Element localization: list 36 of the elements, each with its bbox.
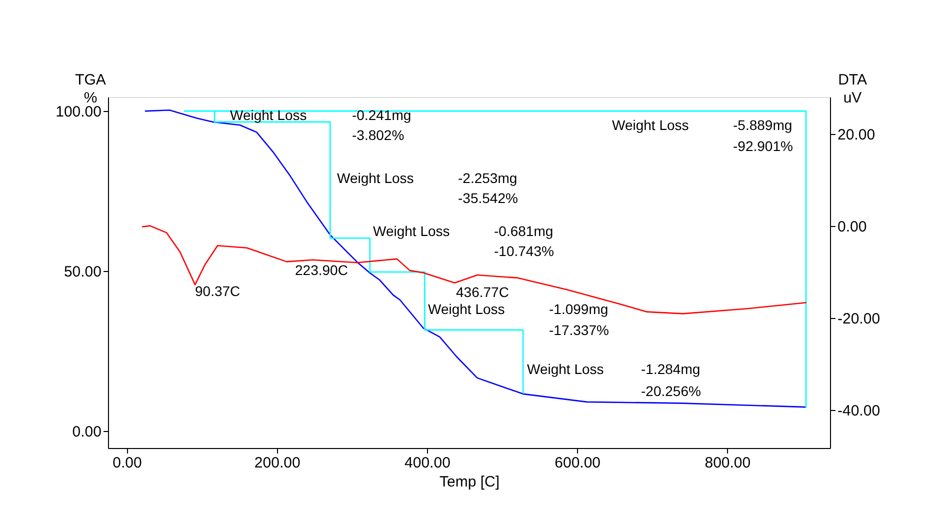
annotation: -2.253mg [458, 170, 518, 186]
y2-tick-label: 20.00 [838, 126, 876, 144]
y2-tick-label: -40.00 [838, 402, 880, 420]
annotation: Weight Loss [373, 223, 450, 239]
y-axis-title: TGA % [75, 72, 106, 106]
annotation: 223.90C [295, 262, 348, 278]
y2-axis-title: DTA uV [838, 72, 867, 106]
x-tick-label: 200.00 [254, 454, 300, 472]
annotation: -0.241mg [352, 107, 412, 123]
annotation: -1.099mg [549, 301, 608, 317]
annotation: -1.284mg [641, 361, 700, 377]
annotation: Weight Loss [527, 361, 604, 377]
x-tick-label: 400.00 [404, 454, 450, 472]
annotation: 436.77C [456, 284, 509, 300]
annotation: -0.681mg [494, 223, 554, 239]
x-tick-label: 800.00 [704, 454, 751, 472]
annotation: Weight Loss [428, 301, 505, 317]
annotation: -92.901% [733, 138, 793, 154]
x-axis-title: Temp [C] [439, 474, 500, 490]
annotation: -3.802% [352, 127, 404, 143]
annotation: Weight Loss [337, 170, 414, 186]
y2-tick-label: 0.00 [838, 218, 867, 236]
annotation: Weight Loss [230, 107, 307, 123]
x-tick-label: 600.00 [554, 454, 601, 472]
x-tick-label: 0.00 [112, 454, 142, 472]
annotation: 90.37C [195, 283, 240, 299]
annotation: -10.743% [494, 243, 554, 259]
y2-tick-label: -20.00 [838, 310, 880, 328]
annotation: -35.542% [458, 190, 518, 206]
annotation: -17.337% [549, 322, 609, 338]
annotation: Weight Loss [612, 117, 689, 133]
y-tick-label: 100.00 [56, 104, 102, 121]
annotation: -5.889mg [733, 117, 792, 133]
annotation: -20.256% [641, 383, 701, 399]
y-tick-label: 50.00 [64, 264, 102, 281]
y-tick-label: 0.00 [72, 424, 102, 441]
